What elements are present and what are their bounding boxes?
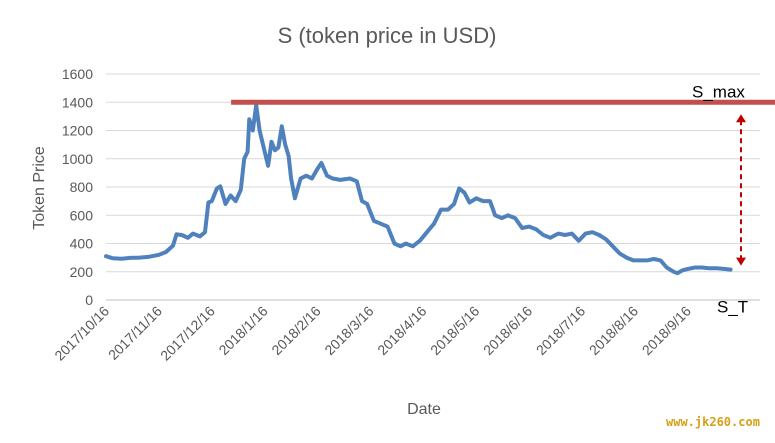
x-tick-label: 2018/6/16 (480, 303, 536, 359)
x-tick-label: 2018/8/16 (586, 303, 642, 359)
y-tick-label: 0 (85, 292, 93, 308)
x-tick-label: 2017/12/16 (157, 303, 218, 364)
y-tick-label: 200 (70, 264, 94, 280)
x-tick-label: 2018/9/16 (639, 303, 695, 359)
y-tick-label: 400 (70, 236, 94, 252)
series-layer (104, 103, 733, 276)
price-series-line (104, 103, 733, 276)
x-tick-label: 2018/2/16 (268, 303, 324, 359)
y-tick-label: 1600 (62, 66, 93, 82)
x-tick-label: 2018/4/16 (374, 303, 430, 359)
x-tick-label: 2017/10/16 (51, 303, 112, 364)
watermark: www.jk260.com (666, 415, 760, 429)
x-axis-ticks: 2017/10/162017/11/162017/12/162018/1/162… (51, 303, 694, 364)
y-tick-label: 1400 (62, 94, 93, 110)
y-axis-title: Token Price (31, 146, 48, 230)
s-t-label: S_T (717, 298, 748, 317)
x-axis-title: Date (407, 401, 441, 418)
y-tick-label: 1000 (62, 151, 93, 167)
x-tick-label: 2017/11/16 (105, 303, 165, 363)
grid-lines (106, 73, 760, 301)
annotation-layer: S_max S_T (231, 82, 775, 317)
x-tick-label: 2018/5/16 (427, 303, 483, 359)
x-tick-label: 2018/7/16 (533, 303, 589, 359)
x-tick-label: 2018/3/16 (321, 303, 377, 359)
s-max-label: S_max (692, 82, 745, 101)
y-tick-label: 800 (70, 179, 94, 195)
y-tick-label: 1200 (62, 123, 93, 139)
y-tick-label: 600 (70, 207, 94, 223)
x-tick-label: 2018/1/16 (215, 303, 271, 359)
range-arrow-head-up (736, 114, 746, 123)
chart-title: S (token price in USD) (278, 23, 497, 48)
range-arrow-head-down (736, 257, 746, 266)
y-axis-ticks: 0 200 400 600 800 1000 1200 1400 1600 (62, 66, 93, 308)
